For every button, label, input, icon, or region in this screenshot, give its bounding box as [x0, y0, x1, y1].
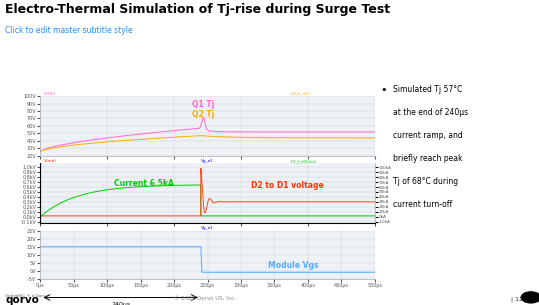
Text: UnitedSiC ® a Qorvo: UnitedSiC ® a Qorvo: [5, 293, 49, 297]
Text: Click to edit master subtitle style: Click to edit master subtitle style: [5, 26, 133, 35]
Text: Q2 Tj: Q2 Tj: [192, 110, 215, 119]
Text: V(FSi): V(FSi): [44, 92, 56, 96]
Text: 240us: 240us: [111, 302, 130, 305]
Text: Vg_a1: Vg_a1: [201, 226, 213, 230]
Text: D2 to D1 voltage: D2 to D1 voltage: [251, 181, 324, 190]
Text: V(mb): V(mb): [44, 159, 57, 163]
Text: briefly reach peak: briefly reach peak: [393, 154, 463, 163]
Text: at the end of 240μs: at the end of 240μs: [393, 108, 468, 117]
Text: V(Q2_a1): V(Q2_a1): [291, 92, 310, 96]
Text: | 12: | 12: [511, 296, 523, 302]
Text: Electro-Thermal Simulation of Tj-rise during Surge Test: Electro-Thermal Simulation of Tj-rise du…: [5, 3, 391, 16]
Text: current ramp, and: current ramp, and: [393, 131, 463, 140]
Text: current turn-off: current turn-off: [393, 200, 453, 209]
Text: © 2022 Qorvo US, Inc.: © 2022 Qorvo US, Inc.: [174, 297, 236, 302]
Text: Current 6.5kA: Current 6.5kA: [114, 179, 174, 188]
Text: Module Vgs: Module Vgs: [268, 261, 318, 271]
Text: Tj of 68°C during: Tj of 68°C during: [393, 177, 459, 186]
Text: Vg_a1: Vg_a1: [201, 159, 213, 163]
Text: Q1 Tj: Q1 Tj: [192, 100, 215, 109]
Text: qorvo: qorvo: [5, 295, 39, 305]
Text: I(V_I_d1blue): I(V_I_d1blue): [291, 159, 317, 163]
Text: Simulated Tj 57°C: Simulated Tj 57°C: [393, 85, 463, 95]
Text: •: •: [380, 85, 386, 95]
